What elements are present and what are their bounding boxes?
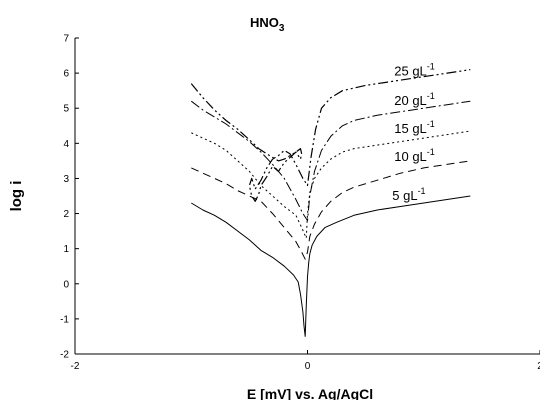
y-axis-title: log i bbox=[8, 181, 25, 212]
x-axis-ticks: -2 0 2 bbox=[71, 350, 540, 372]
series-line-1 bbox=[191, 195, 471, 337]
y-tick-label: -1 bbox=[60, 314, 69, 325]
series-group bbox=[190, 69, 471, 337]
y-tick-label: 4 bbox=[63, 139, 69, 150]
series-labels: 5 gL-110 gL-115 gL-120 gL-125 gL-1 bbox=[392, 62, 435, 203]
series-label-main: 15 gL bbox=[394, 121, 427, 136]
chart-title-main: HNO bbox=[250, 15, 279, 30]
series-label-main: 10 gL bbox=[394, 149, 427, 164]
series-label-3: 15 gL-1 bbox=[394, 119, 435, 136]
series-label-superscript: -1 bbox=[427, 119, 435, 129]
series-label-5: 25 gL-1 bbox=[394, 62, 435, 79]
x-axis-title: E [mV] vs. Ag/AgCl bbox=[247, 386, 373, 400]
series-line-3 bbox=[191, 130, 471, 239]
series-label-superscript: -1 bbox=[427, 62, 435, 72]
y-axis-ticks: -2 -1 0 1 2 3 4 5 6 7 bbox=[60, 34, 79, 361]
x-tick-label: -2 bbox=[71, 361, 80, 372]
series-label-main: 5 gL bbox=[392, 188, 417, 203]
series-label-4: 20 gL-1 bbox=[394, 91, 435, 108]
series-line-2 bbox=[191, 160, 471, 260]
series-line-5 bbox=[190, 69, 471, 202]
x-tick-label: 0 bbox=[305, 361, 311, 372]
series-label-main: 20 gL bbox=[394, 93, 427, 108]
chart-title-subscript: 3 bbox=[279, 23, 285, 34]
series-label-superscript: -1 bbox=[427, 147, 435, 157]
series-label-2: 10 gL-1 bbox=[394, 147, 435, 164]
chart-title: HNO3 bbox=[250, 15, 285, 34]
series-label-superscript: -1 bbox=[427, 91, 435, 101]
series-label-superscript: -1 bbox=[418, 186, 426, 196]
x-tick-label: 2 bbox=[537, 361, 540, 372]
y-tick-label: 2 bbox=[63, 209, 69, 220]
y-tick-label: -2 bbox=[60, 350, 69, 361]
y-tick-label: 0 bbox=[63, 279, 69, 290]
y-tick-label: 7 bbox=[63, 34, 69, 45]
y-tick-label: 3 bbox=[63, 174, 69, 185]
series-line-4 bbox=[190, 100, 471, 222]
y-tick-label: 1 bbox=[63, 244, 69, 255]
series-label-main: 25 gL bbox=[394, 64, 427, 79]
y-tick-label: 5 bbox=[63, 104, 69, 115]
series-label-1: 5 gL-1 bbox=[392, 186, 425, 203]
y-tick-label: 6 bbox=[63, 69, 69, 80]
